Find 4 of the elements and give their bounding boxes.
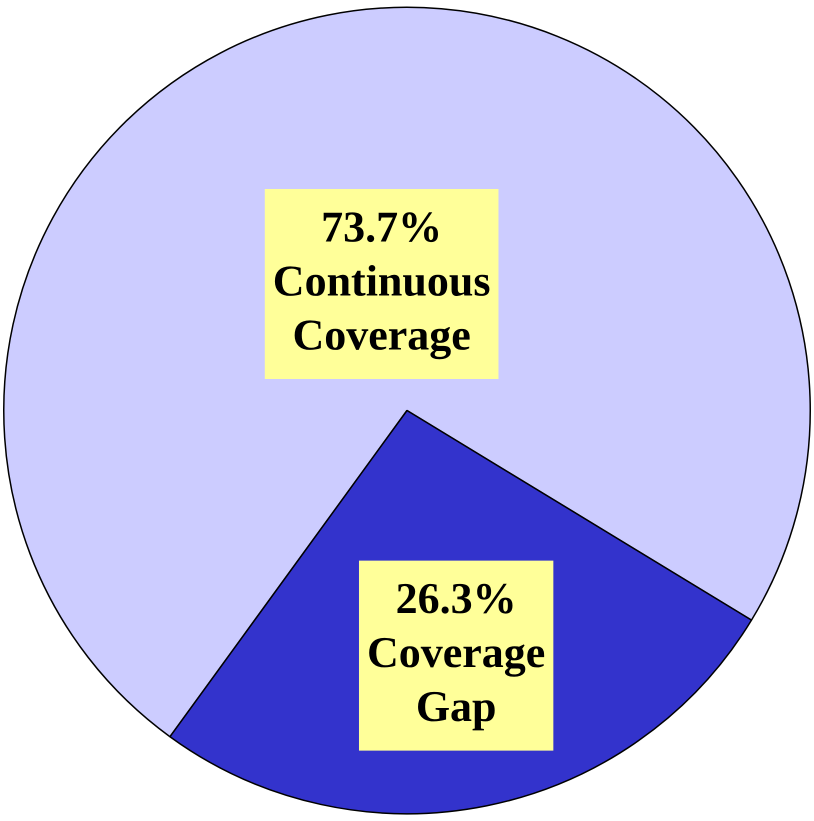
data-label: 26.3%	[396, 574, 517, 623]
slice-label: Continuous Coverage	[272, 256, 490, 360]
slice-label: Coverage Gap	[366, 628, 546, 731]
data-label: 73.7%	[321, 202, 442, 252]
